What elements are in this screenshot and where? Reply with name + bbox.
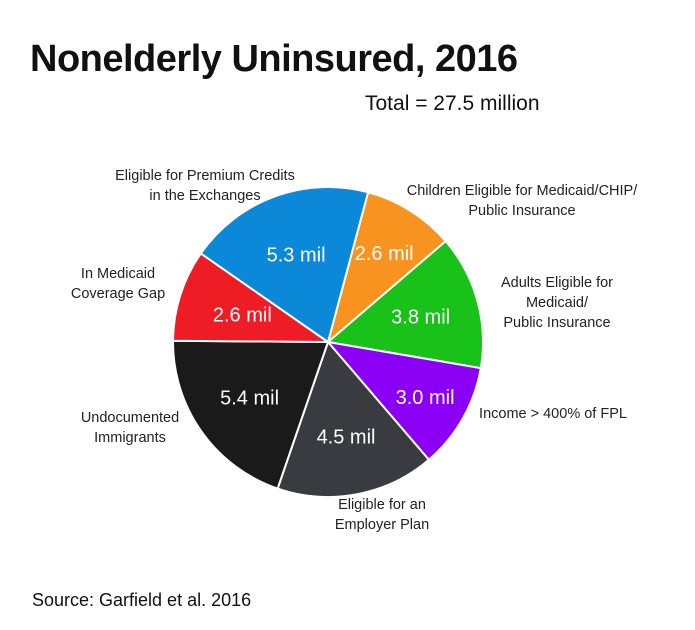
chart-subtitle: Total = 27.5 million [365,92,540,115]
source-note: Source: Garfield et al. 2016 [32,590,252,610]
slice-category-label: Income > 400% of FPL [479,406,627,422]
slice-value-label: 5.3 mil [267,245,326,267]
pie-slice [172,339,330,490]
slice-value-label: 5.4 mil [220,388,279,410]
pie-slice [171,252,332,344]
pie-slice [325,340,482,462]
slice-category-label: Eligible for an Employer Plan [335,497,429,533]
chart-title: Nonelderly Uninsured, 2016 [30,38,518,80]
slice-category-label: Eligible for Premium Credits in the Excha… [115,168,295,204]
pie-slice [199,186,370,344]
slice-category-label: Undocumented Immigrants [81,410,179,446]
slice-value-label: 2.6 mil [213,305,272,327]
slice-category-label: In Medicaid Coverage Gap [71,266,165,302]
slice-value-label: 4.5 mil [317,426,376,448]
pie-slice [325,239,484,370]
slice-value-label: 2.6 mil [355,243,414,265]
slice-value-label: 3.0 mil [396,387,455,409]
slice-value-label: 3.8 mil [391,306,450,328]
slice-category-label: Adults Eligible for Medicaid/Public Insur… [501,275,613,331]
pie-slice [326,191,448,345]
slice-category-label: Children Eligible for Medicaid/CHIP/Publ… [407,183,638,219]
